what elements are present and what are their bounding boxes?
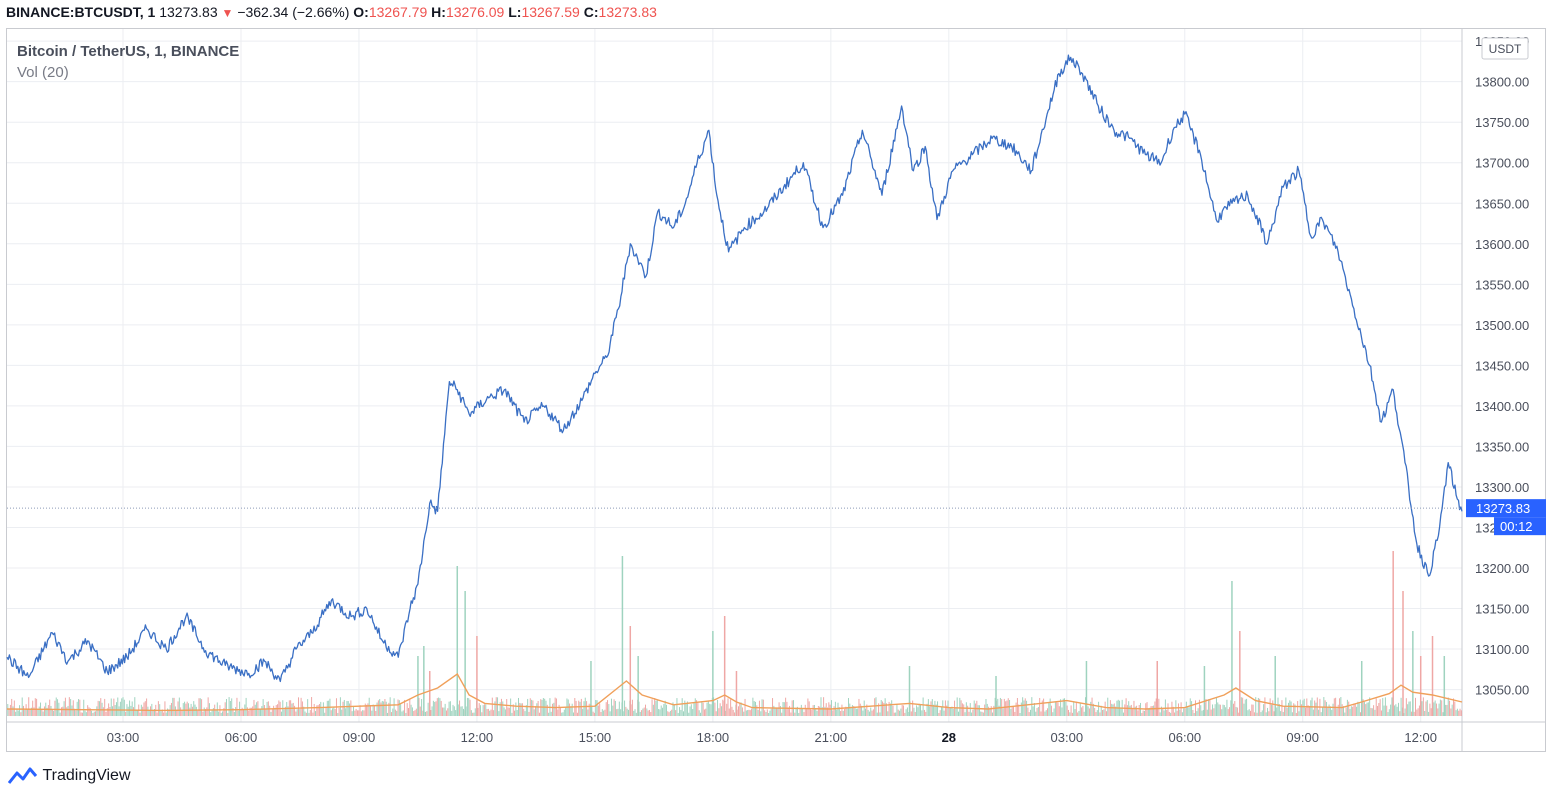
chart-pane[interactable]: [6, 28, 1546, 752]
price-tick-label: 13150.00: [1475, 602, 1529, 617]
last-price-badge: 13273.83 00:12: [1466, 499, 1546, 536]
volume-ma-line: [6, 672, 1463, 712]
price-tick-label: 13500.00: [1475, 318, 1529, 333]
tradingview-brand[interactable]: TradingView: [7, 766, 131, 786]
last-price-badge-label: 13273.83: [1476, 501, 1530, 516]
high-value: 13276.09: [445, 4, 505, 20]
price-tick-label: 13100.00: [1475, 642, 1529, 657]
time-tick-label: 12:00: [461, 730, 494, 745]
grid-lines: [7, 29, 1462, 722]
time-tick-label: 09:00: [343, 730, 376, 745]
price-tick-label: 13050.00: [1475, 683, 1529, 698]
countdown-label: 00:12: [1500, 519, 1533, 534]
price-tick-label: 13300.00: [1475, 480, 1529, 495]
price-tick-label: 13550.00: [1475, 277, 1529, 292]
tradingview-logo-icon: [7, 767, 38, 784]
high-label: H:: [431, 4, 446, 20]
price-tick-label: 13400.00: [1475, 399, 1529, 414]
close-label: C:: [583, 4, 599, 20]
legend-volume[interactable]: Vol (20): [17, 64, 69, 81]
time-tick-label: 21:00: [815, 730, 848, 745]
currency-box-border: [1481, 37, 1529, 60]
time-tick-label: 09:00: [1286, 730, 1319, 745]
price-tick-label: 13650.00: [1475, 196, 1529, 211]
symbol-label[interactable]: BINANCE:BTCUSDT, 1: [6, 4, 156, 20]
time-tick-label: 03:00: [107, 730, 140, 745]
brand-name: TradingView: [42, 767, 131, 784]
last-price: 13273.83: [159, 4, 218, 20]
time-tick-label: 06:00: [1169, 730, 1202, 745]
price-tick-label: 13350.00: [1475, 439, 1529, 454]
low-value: 13267.59: [521, 4, 580, 20]
price-tick-label: 13800.00: [1475, 75, 1529, 90]
price-axis: 13050.0013100.0013150.0013200.0013250.00…: [1475, 34, 1529, 697]
price-tick-label: 13600.00: [1475, 237, 1529, 252]
volume-bars: [7, 551, 1462, 716]
open-label: O:: [353, 4, 369, 20]
open-value: 13267.79: [368, 4, 428, 20]
time-tick-label: 15:00: [579, 730, 612, 745]
time-tick-label: 28: [942, 730, 956, 745]
price-change: −362.34 (−2.66%): [237, 4, 350, 20]
symbol-header: BINANCE:BTCUSDT, 1 13273.83 ▼ −362.34 (−…: [0, 0, 1550, 26]
time-tick-label: 06:00: [225, 730, 258, 745]
chart-legend: Bitcoin / TetherUS, 1, BINANCE Vol (20): [17, 41, 239, 83]
price-tick-label: 13700.00: [1475, 156, 1529, 171]
low-label: L:: [508, 4, 522, 20]
price-tick-label: 13450.00: [1475, 358, 1529, 373]
close-value: 13273.83: [598, 4, 657, 20]
time-tick-label: 03:00: [1051, 730, 1084, 745]
price-tick-label: 13200.00: [1475, 561, 1529, 576]
legend-title[interactable]: Bitcoin / TetherUS, 1, BINANCE: [17, 43, 240, 60]
down-arrow-icon: ▼: [221, 6, 234, 20]
currency-box: USDT: [1481, 37, 1529, 60]
currency-label: USDT: [1489, 42, 1522, 56]
countdown-badge-bg: [1494, 517, 1546, 536]
time-axis: 03:00 06:00 09:00 12:00 15:00 18:00 21:00 28 03:…: [107, 730, 1437, 745]
time-tick-label: 12:00: [1404, 730, 1437, 745]
time-tick-label: 18:00: [697, 730, 730, 745]
price-line: [6, 54, 1463, 683]
price-tick-label: 13750.00: [1475, 115, 1529, 130]
last-price-badge-bg: [1466, 499, 1546, 518]
